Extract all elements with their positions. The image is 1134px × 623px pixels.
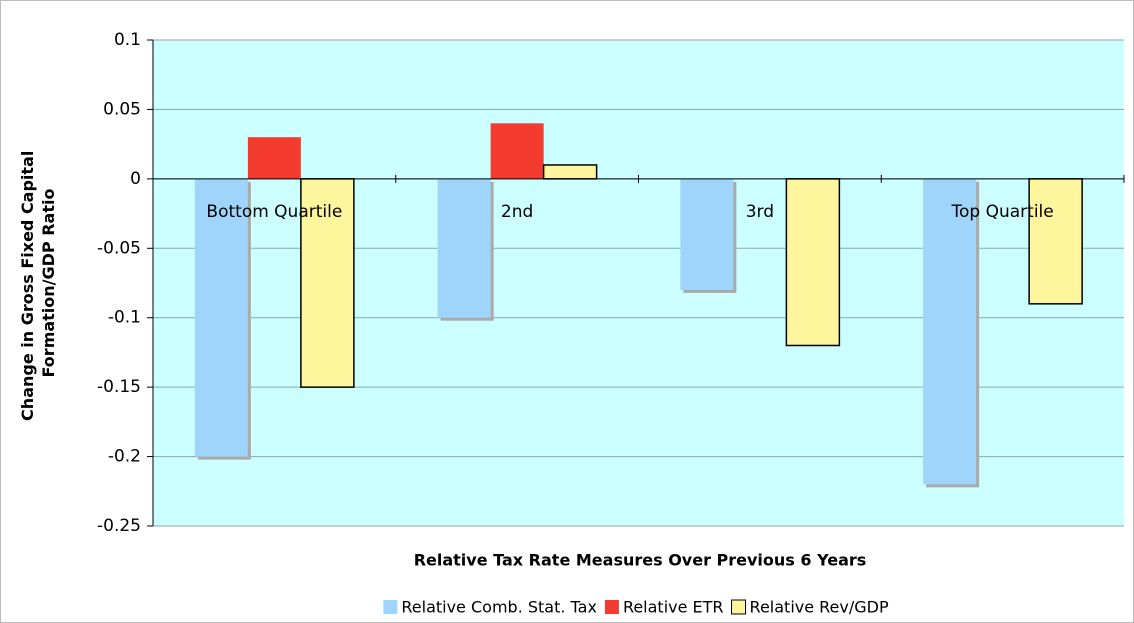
y-tick-label: -0.05 (97, 238, 141, 258)
x-tick-label: Bottom Quartile (206, 202, 342, 222)
bar (437, 178, 491, 318)
y-tick-label: -0.2 (108, 447, 141, 467)
y-axis-label-line: Change in Gross Fixed Capital (18, 151, 37, 421)
y-tick-label: -0.15 (97, 377, 141, 397)
y-tick-label: -0.25 (97, 516, 141, 536)
bar (1028, 178, 1083, 305)
y-tick-label: 0.1 (114, 30, 141, 50)
x-tick-label: Top Quartile (951, 202, 1054, 222)
bar (785, 178, 841, 347)
legend-swatch (731, 599, 747, 615)
bar (542, 164, 598, 180)
x-tick-label: 2nd (501, 202, 533, 222)
legend-label: Relative Rev/GDP (750, 598, 889, 617)
bar (680, 178, 734, 290)
legend-swatch (383, 600, 398, 614)
x-axis-label: Relative Tax Rate Measures Over Previous… (414, 551, 867, 570)
bar (923, 178, 977, 485)
y-tick-label: 0.05 (103, 99, 141, 119)
legend-label: Relative Comb. Stat. Tax (401, 598, 597, 617)
legend-swatch (604, 600, 619, 614)
bar (300, 178, 355, 388)
y-tick-label: 0 (130, 169, 141, 189)
legend-label: Relative ETR (623, 598, 724, 617)
y-axis-label-line: Formation/GDP Ratio (39, 189, 58, 378)
legend: Relative Comb. Stat. Tax Relative ETR Rela… (383, 598, 889, 617)
bar (490, 123, 544, 179)
y-tick-label: -0.1 (108, 308, 141, 328)
y-axis-label: Change in Gross Fixed Capital Formation/… (18, 145, 58, 421)
bar (247, 137, 301, 179)
x-tick-label: 3rd (746, 202, 774, 222)
bar (194, 178, 248, 457)
